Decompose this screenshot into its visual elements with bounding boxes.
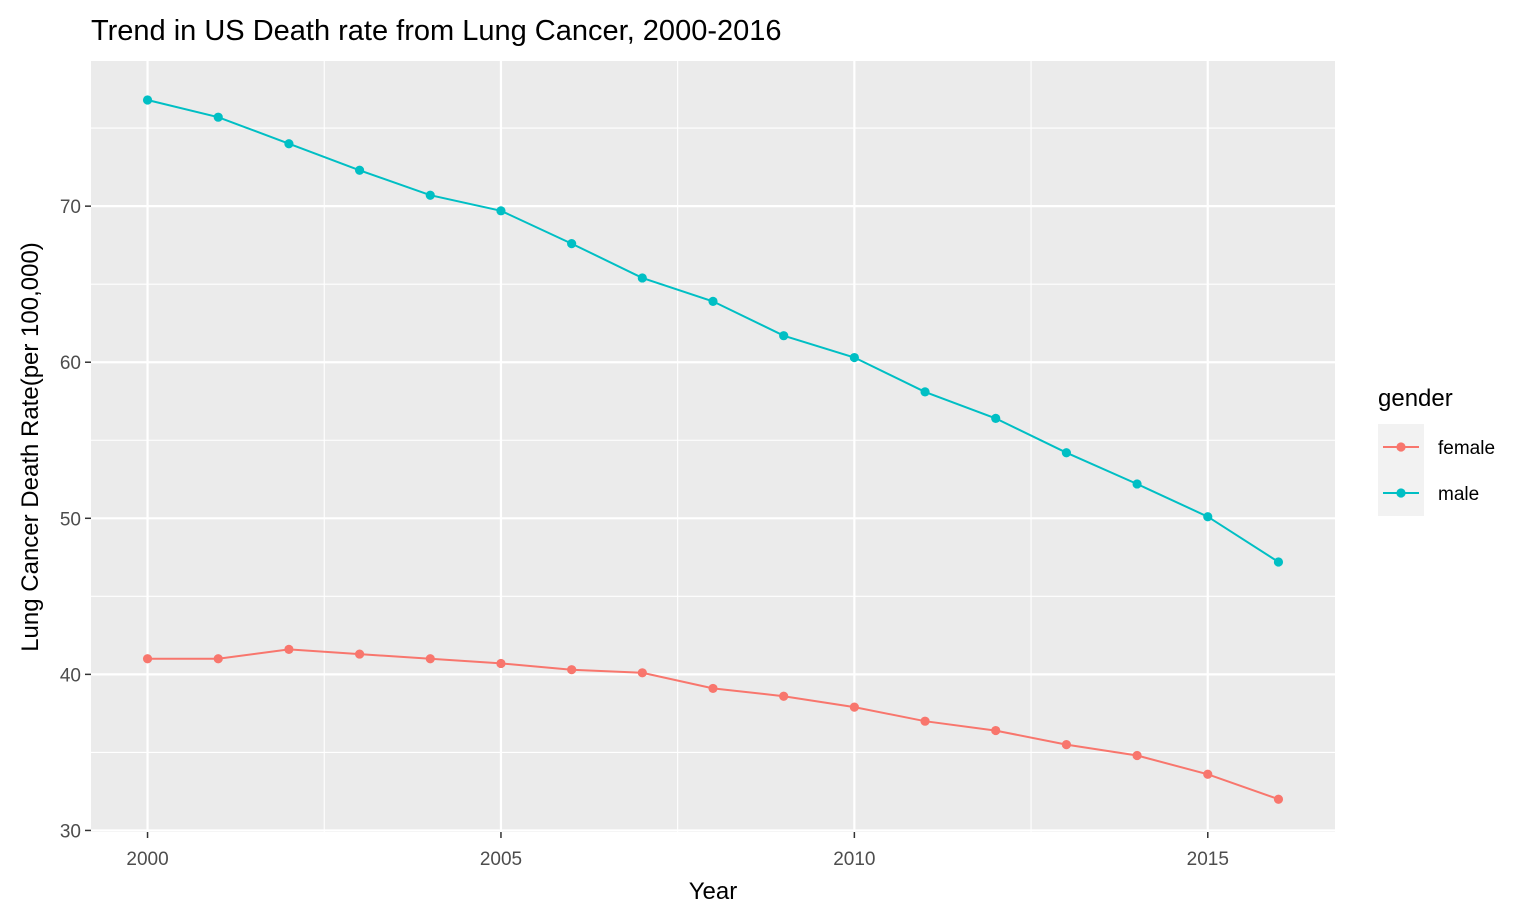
legend: gender female male [1378,385,1495,516]
y-tick-label: 50 [60,509,81,530]
data-point-male-2010 [849,352,859,363]
data-point-male-2007 [637,273,647,283]
x-tick-label: 2015 [1187,849,1229,870]
data-point-male-2001 [213,112,223,122]
y-tick-label: 30 [60,821,81,842]
axis-ticks [85,205,1209,838]
data-point-female-2000 [142,654,153,664]
data-point-female-2013 [1061,739,1072,750]
y-tick-label: 70 [60,197,81,218]
chart-title: Trend in US Death rate from Lung Cancer,… [91,15,782,47]
data-point-female-2001 [213,654,223,664]
data-point-female-2008 [708,683,718,694]
y-axis-title: Lung Cancer Death Rate(per 100,000) [17,242,44,652]
data-point-male-2006 [567,239,577,249]
data-point-female-2010 [849,702,859,712]
data-point-male-2005 [496,206,506,216]
data-point-female-2014 [1132,750,1142,761]
data-point-female-2003 [354,649,365,659]
data-point-female-2011 [920,716,930,726]
data-point-female-2015 [1203,769,1213,779]
data-point-female-2004 [425,654,435,664]
data-point-female-2009 [779,691,789,701]
plot-panel [91,61,1335,832]
data-point-female-2006 [567,665,577,675]
data-point-male-2009 [779,331,789,341]
data-point-male-2016 [1273,557,1284,567]
legend-item-female: female [1383,438,1495,459]
data-point-male-2015 [1203,512,1213,522]
data-point-male-2014 [1132,479,1142,489]
grid-major [91,61,1335,832]
y-tick-label: 40 [60,665,81,686]
data-point-male-2013 [1061,448,1072,458]
legend-title: gender [1378,385,1453,412]
axis-tick-labels: 2000 2005 2010 2015 30 40 50 60 70 [60,197,1229,870]
data-point-male-2012 [991,413,1001,424]
data-point-male-2011 [920,387,930,397]
x-tick-label: 2005 [480,849,522,870]
legend-keys-background [1378,424,1424,516]
x-tick-label: 2000 [126,849,168,870]
data-point-male-2008 [708,296,718,306]
series-male [142,95,1284,567]
legend-key-point [1396,488,1406,498]
data-point-female-2012 [991,725,1001,736]
x-tick-label: 2010 [833,849,875,870]
legend-key-point [1396,442,1406,452]
legend-label: female [1438,438,1495,459]
data-point-female-2016 [1273,794,1284,804]
series-female [142,644,1284,804]
data-point-male-2004 [425,190,435,200]
grid-minor [91,61,1335,832]
y-tick-label: 60 [60,353,81,374]
x-axis-title: Year [689,878,738,905]
data-point-male-2003 [354,165,365,175]
legend-label: male [1438,484,1479,505]
data-point-female-2005 [496,658,506,669]
data-point-male-2000 [142,95,153,105]
data-point-female-2007 [637,668,647,678]
data-point-male-2002 [284,139,294,149]
legend-item-male: male [1383,484,1479,505]
series-layer [142,95,1284,804]
data-point-female-2002 [284,644,294,654]
